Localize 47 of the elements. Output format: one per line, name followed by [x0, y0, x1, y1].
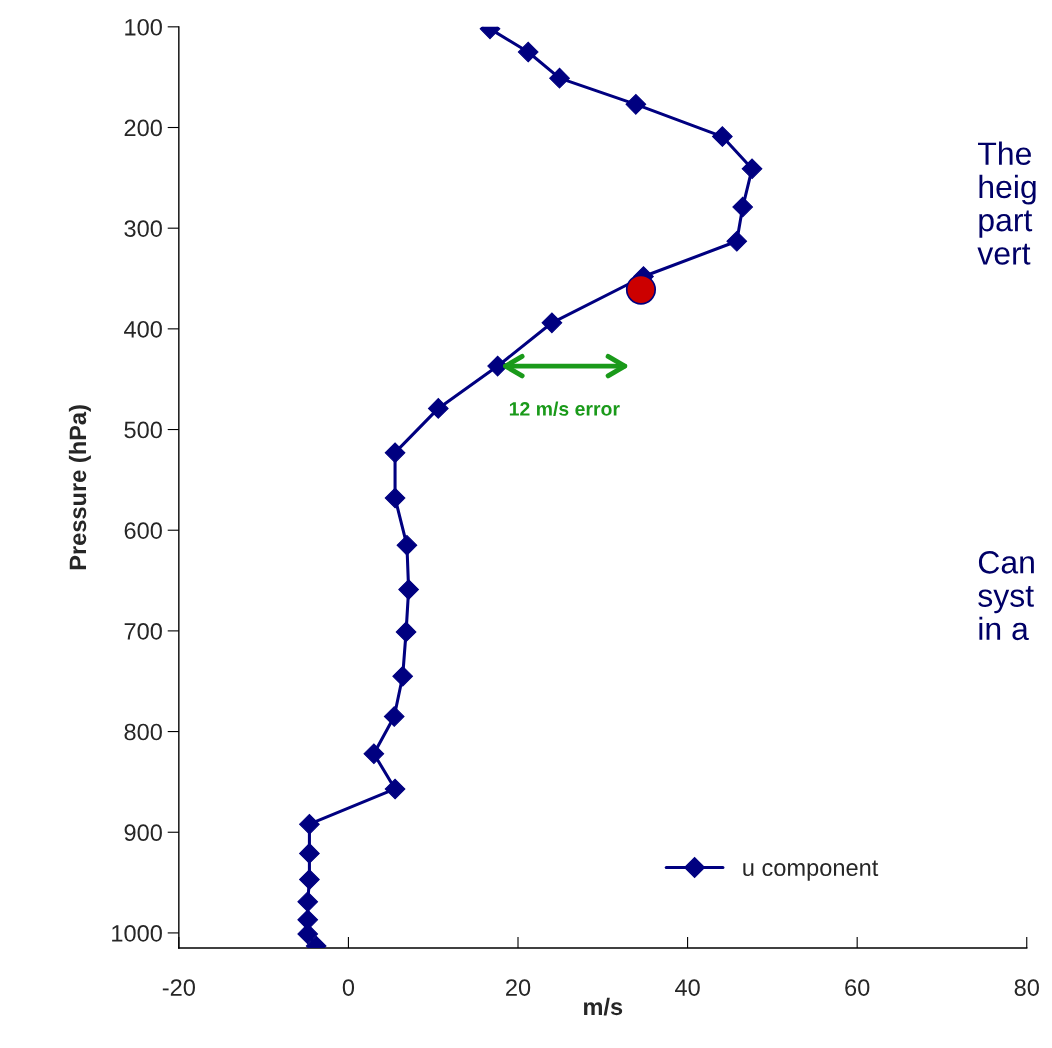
y-tick-label: 500 [124, 421, 162, 439]
y-axis-title: Pressure (hPa) [68, 405, 91, 570]
point [487, 355, 508, 377]
x-tick-label: -20 [162, 979, 195, 996]
point [517, 41, 539, 63]
y-tick-label: 100 [125, 18, 162, 36]
point [384, 487, 406, 509]
point [396, 534, 418, 556]
x-tick-label: 20 [506, 979, 531, 996]
point [741, 158, 763, 180]
y-tick-label: 600 [124, 522, 162, 539]
y-tick-label: 200 [124, 119, 162, 137]
x-axis-title: m/s [584, 997, 623, 1016]
y-tick-label: 700 [124, 622, 162, 640]
y-tick-label: 900 [124, 824, 162, 842]
point [383, 706, 405, 727]
point [625, 274, 657, 305]
y-tick-label: 400 [124, 320, 162, 338]
point [541, 312, 563, 334]
annotation: The heig part vert [977, 141, 1036, 265]
point [299, 813, 320, 835]
point [395, 621, 417, 643]
point [625, 94, 647, 115]
annotation: Can syst in a [978, 551, 1034, 641]
annotation: 12 m/s error [509, 401, 620, 416]
x-tick-label: 60 [845, 979, 870, 996]
point [726, 230, 748, 252]
point [297, 923, 319, 945]
point [363, 743, 385, 765]
point [427, 398, 449, 419]
x-tick-label: 80 [1014, 979, 1039, 996]
point [299, 843, 320, 864]
x-tick-label: 40 [675, 979, 700, 996]
point [732, 196, 754, 218]
point [297, 891, 319, 913]
point [398, 579, 419, 600]
point [384, 778, 406, 800]
point [384, 442, 406, 464]
legend-label: u component [743, 860, 879, 881]
point [549, 67, 570, 89]
y-tick-label: 300 [124, 220, 162, 237]
point [712, 126, 733, 147]
y-tick-label: 1000 [112, 924, 162, 942]
x-tick-label: 0 [342, 979, 355, 996]
point [299, 869, 320, 890]
y-tick-label: 800 [124, 723, 162, 741]
point [392, 665, 414, 687]
